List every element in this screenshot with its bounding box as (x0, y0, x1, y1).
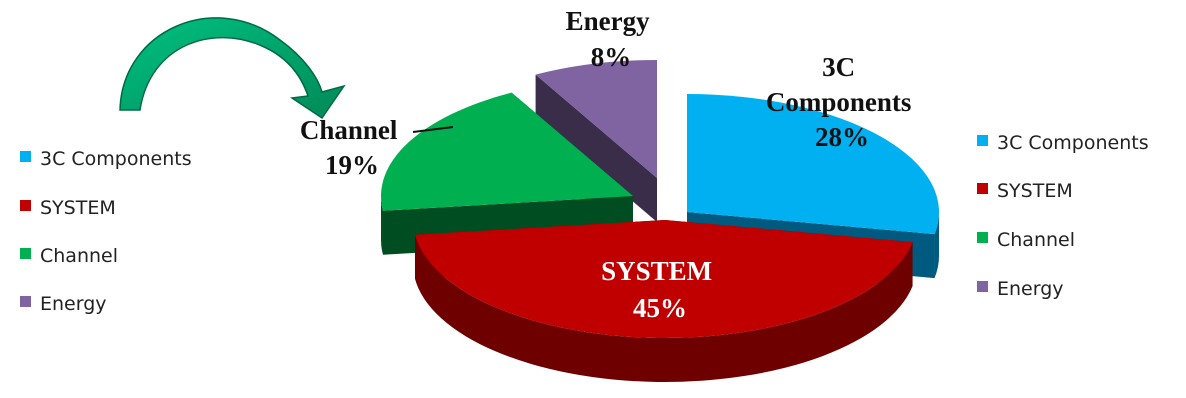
label-energy: Energy 8% (566, 6, 657, 72)
slice-system (414, 220, 913, 339)
label-channel-name: Channel (300, 115, 398, 145)
curved-arrow-icon (119, 17, 346, 120)
legend-right-swatch-channel (977, 232, 988, 243)
legend-right: 3C Components SYSTEM Channel Energy (977, 132, 1149, 300)
legend-left-item-system: SYSTEM (40, 197, 116, 219)
legend-left-swatch-channel (20, 248, 31, 259)
label-3c: 3C Components 28% (766, 52, 918, 152)
label-channel-pct: 19% (325, 150, 379, 180)
label-system-pct: 45% (633, 293, 687, 323)
label-channel: Channel 19% (300, 115, 404, 180)
legend-left-item-energy: Energy (40, 293, 107, 315)
legend-left-item-channel: Channel (40, 245, 118, 267)
legend-left-swatch-energy (20, 296, 31, 307)
legend-right-item-energy: Energy (997, 278, 1064, 300)
slice-rim-3c (934, 212, 939, 279)
legend-right-item-channel: Channel (997, 229, 1075, 251)
slice-rim-channel (381, 196, 383, 255)
pie-tops (381, 60, 939, 339)
slice-channel (381, 92, 633, 211)
legend-left-swatch-system (20, 200, 31, 211)
label-3c-line2: Components (766, 87, 912, 117)
legend-right-swatch-system (977, 183, 988, 194)
legend-left-item-3c: 3C Components (40, 148, 192, 170)
label-system-name: SYSTEM (601, 256, 712, 286)
slice-energy (535, 60, 657, 178)
label-energy-pct: 8% (591, 42, 632, 72)
legend-right-swatch-3c (977, 135, 988, 146)
label-3c-line1: 3C (822, 52, 855, 82)
label-3c-pct: 28% (815, 122, 869, 152)
legend-right-swatch-energy (977, 281, 988, 292)
legend-right-item-3c: 3C Components (997, 132, 1149, 154)
slice-3c (687, 94, 939, 235)
legend-right-item-system: SYSTEM (997, 180, 1073, 202)
channel-leader-line (412, 126, 454, 133)
legend-left-swatch-3c (20, 151, 31, 162)
label-system: SYSTEM 45% (601, 256, 719, 323)
slice-rim-system (414, 234, 913, 382)
label-energy-name: Energy (566, 6, 650, 36)
legend-left: 3C Components SYSTEM Channel Energy (20, 148, 192, 315)
slice-wall-energy (535, 74, 657, 222)
